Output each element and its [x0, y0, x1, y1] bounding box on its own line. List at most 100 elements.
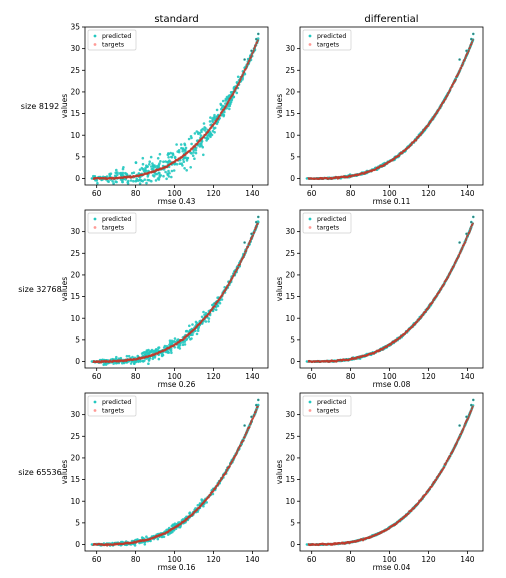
predicted-point — [202, 153, 205, 157]
y-tick-label: 20 — [285, 88, 295, 97]
y-tick-label: 35 — [70, 23, 80, 32]
x-tick-label: 80 — [346, 189, 356, 198]
predicted-point — [228, 104, 232, 108]
predicted-point — [148, 160, 151, 163]
predicted-point — [181, 149, 184, 153]
target-point — [257, 33, 260, 35]
legend-marker-predicted — [308, 217, 312, 221]
predicted-point — [162, 174, 165, 178]
x-tick-label: 60 — [92, 189, 102, 198]
predicted-point — [133, 362, 136, 366]
target-point — [468, 46, 472, 49]
x-tick-label: 80 — [131, 189, 141, 198]
predicted-point — [191, 333, 194, 337]
predicted-point — [90, 360, 94, 363]
predicted-point — [180, 162, 183, 165]
target-point — [239, 444, 242, 447]
y-axis-label: values — [60, 277, 69, 301]
column-title-differential: differential — [364, 14, 418, 25]
predicted-point — [197, 132, 200, 136]
predicted-point — [305, 177, 308, 180]
predicted-point — [147, 359, 151, 362]
predicted-point — [229, 101, 232, 105]
target-point — [467, 49, 470, 53]
x-tick-label: 120 — [206, 189, 221, 198]
x-tick-label: 120 — [421, 189, 436, 198]
y-tick-label: 15 — [285, 292, 295, 301]
legend-marker-predicted — [308, 34, 312, 38]
predicted-point — [211, 120, 214, 123]
target-point — [219, 114, 222, 117]
y-tick-label: 5 — [290, 335, 295, 344]
legend-label-predicted: predicted — [317, 399, 346, 406]
target-point — [458, 424, 461, 427]
predicted-point — [191, 154, 195, 157]
predicted-point — [138, 182, 142, 185]
predicted-point — [121, 174, 125, 177]
predicted-point — [167, 350, 170, 354]
predicted-point — [206, 134, 209, 138]
target-point — [464, 57, 467, 60]
predicted-point — [184, 148, 187, 152]
y-tick-label: 30 — [70, 44, 80, 53]
predicted-point — [90, 177, 94, 180]
predicted-point — [172, 523, 176, 526]
legend-marker-predicted — [308, 400, 312, 404]
predicted-point — [212, 127, 216, 130]
target-point — [425, 492, 428, 495]
legend-box — [87, 29, 137, 51]
predicted-point — [96, 181, 99, 185]
predicted-point — [140, 352, 144, 355]
target-point — [250, 49, 253, 52]
target-point — [213, 122, 216, 125]
predicted-point — [192, 149, 195, 152]
predicted-point — [190, 136, 193, 140]
predicted-point — [141, 179, 144, 183]
target-point — [257, 399, 260, 401]
predicted-point — [220, 298, 224, 301]
x-tick-label: 120 — [206, 372, 221, 381]
target-point — [242, 70, 246, 74]
predicted-point — [223, 110, 226, 114]
target-point — [472, 33, 475, 35]
predicted-point — [158, 174, 161, 177]
target-point — [449, 88, 452, 91]
target-point — [472, 216, 475, 218]
predicted-point — [193, 132, 197, 135]
y-tick-label: 25 — [285, 249, 295, 258]
y-axis-label: values — [275, 460, 284, 484]
predicted-point — [134, 179, 138, 183]
target-point — [464, 241, 467, 244]
target-point — [470, 409, 473, 412]
y-axis-label: values — [275, 277, 284, 301]
y-tick-label: 10 — [285, 131, 295, 140]
target-point — [461, 63, 464, 67]
predicted-point — [165, 177, 168, 181]
target-point — [465, 415, 468, 418]
x-tick-label: 140 — [245, 372, 260, 381]
target-point — [213, 305, 216, 308]
target-point — [442, 282, 446, 286]
predicted-point — [155, 172, 159, 176]
target-point — [253, 414, 256, 417]
predicted-point — [158, 152, 162, 156]
predicted-point — [150, 167, 154, 171]
legend-label-predicted: predicted — [102, 33, 131, 40]
target-point — [255, 225, 258, 228]
target-point — [243, 424, 246, 427]
x-tick-label: 140 — [460, 189, 475, 198]
predicted-point — [181, 343, 185, 347]
x-tick-label: 60 — [92, 372, 102, 381]
predicted-point — [143, 178, 146, 181]
target-point — [458, 58, 461, 61]
legend-marker-targets — [308, 226, 312, 229]
predicted-point — [188, 512, 191, 515]
y-tick-label: 10 — [70, 131, 80, 140]
y-tick-label: 0 — [290, 540, 295, 549]
predicted-point — [171, 153, 175, 157]
predicted-point — [206, 137, 209, 141]
predicted-point — [208, 120, 212, 123]
predicted-point — [148, 163, 151, 166]
x-tick-label: 140 — [245, 189, 260, 198]
predicted-point — [170, 155, 173, 159]
